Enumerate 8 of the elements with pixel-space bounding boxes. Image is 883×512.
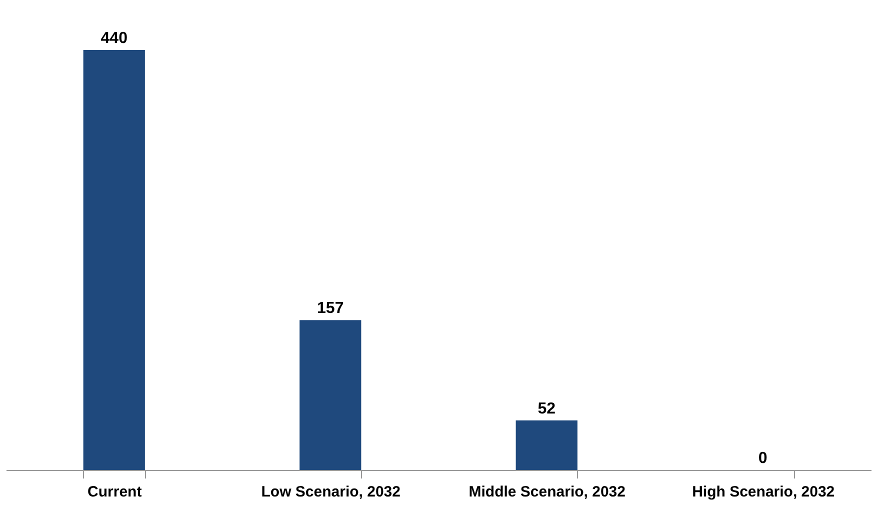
data-label: 52 bbox=[538, 400, 556, 418]
x-tick-label: Low Scenario, 2032 bbox=[261, 484, 400, 500]
x-tick-label: Middle Scenario, 2032 bbox=[468, 484, 626, 500]
data-label: 157 bbox=[317, 300, 344, 318]
x-tick-label: Current bbox=[88, 484, 142, 500]
data-label: 440 bbox=[100, 30, 128, 47]
data-label: 0 bbox=[758, 450, 768, 467]
x-tick-label: High Scenario, 2032 bbox=[692, 484, 835, 500]
